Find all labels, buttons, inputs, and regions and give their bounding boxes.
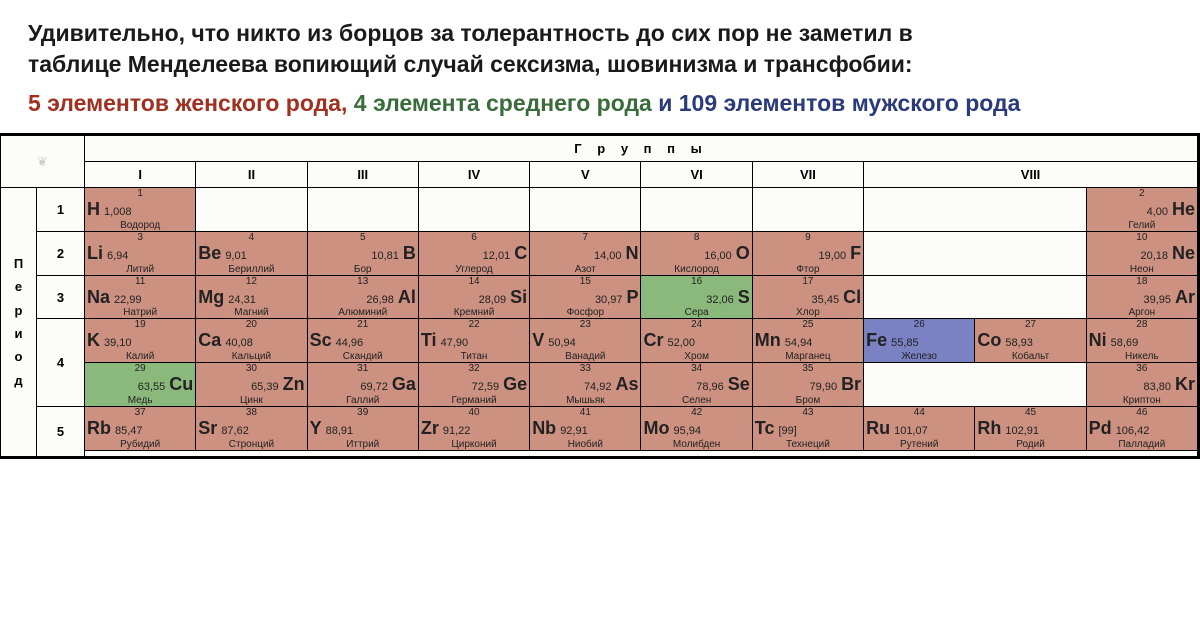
empty-cell <box>85 450 1198 456</box>
logo-cell: ❦ <box>1 136 85 188</box>
empty-cell <box>530 188 641 232</box>
element-Sc: 21Sc44,96Скандий <box>307 319 418 363</box>
element-As: 3374,92AsМышьяк <box>530 363 641 407</box>
stat-male: и 109 элементов мужского рода <box>658 90 1020 116</box>
element-Kr: 3683,80KrКриптон <box>1086 363 1197 407</box>
element-Fe: 26Fe55,85Железо <box>864 319 975 363</box>
element-B: 510,81BБор <box>307 231 418 275</box>
element-F: 919,00FФтор <box>752 231 863 275</box>
period-4: 4 <box>37 319 85 407</box>
element-Cu: 2963,55CuМедь <box>85 363 196 407</box>
element-Ga: 3169,72GaГаллий <box>307 363 418 407</box>
element-Sr: 38Sr87,62Стронций <box>196 407 307 451</box>
element-Ti: 22Ti47,90Титан <box>418 319 529 363</box>
element-K: 19K39,10Калий <box>85 319 196 363</box>
period-3: 3 <box>37 275 85 319</box>
stats-line: 5 элементов женского рода, 4 элемента ср… <box>0 86 1200 133</box>
group-col-3: III <box>307 162 418 188</box>
period-2: 2 <box>37 231 85 275</box>
element-Se: 3478,96SeСелен <box>641 363 752 407</box>
intro-line2: таблице Менделеева вопиющий случай секси… <box>28 51 913 77</box>
periodic-table: ❦ Г р у п п ы I II III IV V VI VII VIII … <box>0 133 1200 459</box>
element-H: 1H1,008Водород <box>85 188 196 232</box>
stat-neuter: 4 элемента среднего рода <box>354 90 652 116</box>
element-He: 24,00HeГелий <box>1086 188 1197 232</box>
element-Co: 27Co58,93Кобальт <box>975 319 1086 363</box>
element-Ne: 1020,18NeНеон <box>1086 231 1197 275</box>
element-Zn: 3065,39ZnЦинк <box>196 363 307 407</box>
element-V: 23V50,94Ванадий <box>530 319 641 363</box>
periods-label: П е р и о д <box>1 188 37 457</box>
empty-cell <box>864 275 1087 319</box>
element-Be: 4Be9,01Бериллий <box>196 231 307 275</box>
empty-cell <box>196 188 307 232</box>
element-Ru: 44Ru101,07Рутений <box>864 407 975 451</box>
empty-cell <box>418 188 529 232</box>
period-1: 1 <box>37 188 85 232</box>
element-N: 714,00NАзот <box>530 231 641 275</box>
element-Si: 1428,09SiКремний <box>418 275 529 319</box>
element-Ni: 28Ni58,69Никель <box>1086 319 1197 363</box>
element-Mo: 42Mo95,94Молибден <box>641 407 752 451</box>
empty-cell <box>307 188 418 232</box>
group-col-5: V <box>530 162 641 188</box>
element-Tc: 43Tc[99]Технеций <box>752 407 863 451</box>
intro-line1: Удивительно, что никто из борцов за толе… <box>28 20 913 46</box>
element-Br: 3579,90BrБром <box>752 363 863 407</box>
element-S: 1632,06SСера <box>641 275 752 319</box>
empty-cell <box>864 231 1087 275</box>
element-Rb: 37Rb85,47Рубидий <box>85 407 196 451</box>
element-Zr: 40Zr91,22Цирконий <box>418 407 529 451</box>
empty-cell <box>752 188 863 232</box>
element-Cr: 24Cr52,00Хром <box>641 319 752 363</box>
element-Al: 1326,98AlАлюминий <box>307 275 418 319</box>
group-col-2: II <box>196 162 307 188</box>
element-Ca: 20Ca40,08Кальций <box>196 319 307 363</box>
empty-cell <box>641 188 752 232</box>
group-col-8: VIII <box>864 162 1198 188</box>
group-col-1: I <box>85 162 196 188</box>
intro-text: Удивительно, что никто из борцов за толе… <box>0 0 1200 86</box>
element-P: 1530,97PФосфор <box>530 275 641 319</box>
element-Na: 11Na22,99Натрий <box>85 275 196 319</box>
element-Rh: 45Rh102,91Родий <box>975 407 1086 451</box>
empty-cell <box>864 363 1087 407</box>
element-Y: 39Y88,91Иттрий <box>307 407 418 451</box>
group-col-6: VI <box>641 162 752 188</box>
element-Mg: 12Mg24,31Магний <box>196 275 307 319</box>
element-Li: 3Li6,94Литий <box>85 231 196 275</box>
period-5: 5 <box>37 407 85 457</box>
element-Cl: 1735,45ClХлор <box>752 275 863 319</box>
group-col-4: IV <box>418 162 529 188</box>
empty-cell <box>864 188 1087 232</box>
group-col-7: VII <box>752 162 863 188</box>
element-C: 612,01CУглерод <box>418 231 529 275</box>
element-Mn: 25Mn54,94Марганец <box>752 319 863 363</box>
element-Pd: 46Pd106,42Палладий <box>1086 407 1197 451</box>
element-Ge: 3272,59GeГерманий <box>418 363 529 407</box>
element-O: 816,00OКислород <box>641 231 752 275</box>
groups-header: Г р у п п ы <box>85 136 1198 162</box>
element-Ar: 1839,95ArАргон <box>1086 275 1197 319</box>
element-Nb: 41Nb92,91Ниобий <box>530 407 641 451</box>
stat-female: 5 элементов женского рода, <box>28 90 347 116</box>
